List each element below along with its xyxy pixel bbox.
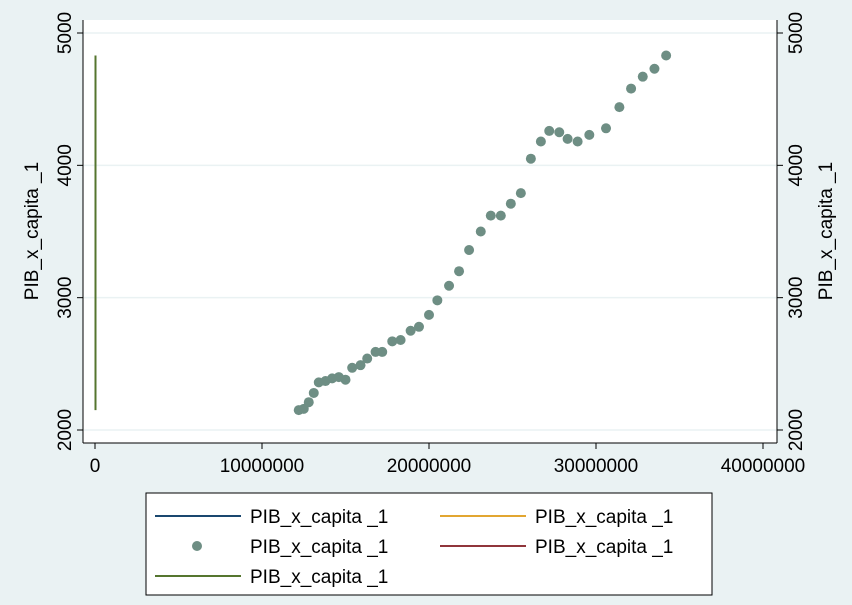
x-tick-label-4: 40000000 xyxy=(721,456,806,477)
data-point-11 xyxy=(362,353,373,364)
grid-layer xyxy=(83,32,777,431)
data-point-32 xyxy=(562,133,573,144)
data-point-19 xyxy=(432,295,443,306)
data-point-13 xyxy=(377,346,388,357)
y-axis-title-right: PIB_x_capita _1 xyxy=(816,162,837,300)
y-tick-label-left-2: 4000 xyxy=(55,144,76,186)
legend-label-1: PIB_x_capita _1 xyxy=(535,507,673,528)
data-point-20 xyxy=(444,280,455,291)
data-point-38 xyxy=(637,71,648,82)
data-point-15 xyxy=(395,335,406,346)
data-point-9 xyxy=(347,362,358,373)
legend-label-4: PIB_x_capita _1 xyxy=(250,567,388,588)
data-point-33 xyxy=(572,136,583,147)
data-point-31 xyxy=(554,127,565,138)
x-tick-label-3: 30000000 xyxy=(554,456,639,477)
data-point-37 xyxy=(626,83,637,94)
data-point-10 xyxy=(355,360,366,371)
data-point-22 xyxy=(464,245,475,256)
plot-area xyxy=(83,20,777,443)
data-point-39 xyxy=(649,63,660,74)
data-point-14 xyxy=(387,336,398,347)
data-point-3 xyxy=(308,387,319,398)
data-point-8 xyxy=(340,374,351,385)
legend-marker-2 xyxy=(192,541,202,551)
x-tick-label-0: 0 xyxy=(90,456,101,477)
y-tick-label-left-0: 2000 xyxy=(55,409,76,451)
legend-label-0: PIB_x_capita _1 xyxy=(250,507,388,528)
y-tick-label-right-3: 5000 xyxy=(786,12,807,54)
legend-label-2: PIB_x_capita _1 xyxy=(250,537,388,558)
data-point-16 xyxy=(405,325,416,336)
data-point-27 xyxy=(515,188,526,199)
legend-label-3: PIB_x_capita _1 xyxy=(535,537,673,558)
data-point-35 xyxy=(601,123,612,134)
data-point-29 xyxy=(535,136,546,147)
series-layer xyxy=(94,50,672,416)
axis-layer: 2000 2000 3000 3000 4000 4000 5000 5000 0 1000000… xyxy=(55,12,807,477)
data-point-25 xyxy=(495,210,506,221)
data-point-26 xyxy=(505,198,516,209)
data-point-21 xyxy=(454,266,465,277)
y-axis-title-left: PIB_x_capita _1 xyxy=(22,162,43,300)
data-point-36 xyxy=(614,102,625,113)
legend-box xyxy=(145,492,713,596)
y-tick-label-right-0: 2000 xyxy=(786,409,807,451)
data-point-2 xyxy=(303,397,314,408)
legend: PIB_x_capita _1 PIB_x_capita _1 PIB_x_capi… xyxy=(145,492,713,596)
data-point-24 xyxy=(485,210,496,221)
y-tick-label-left-1: 3000 xyxy=(55,277,76,319)
data-point-40 xyxy=(661,50,672,61)
data-point-23 xyxy=(475,226,486,237)
x-tick-label-1: 10000000 xyxy=(220,456,305,477)
legend-items: PIB_x_capita _1 PIB_x_capita _1 PIB_x_capi… xyxy=(155,507,673,588)
y-tick-label-left-3: 5000 xyxy=(55,12,76,54)
data-point-28 xyxy=(525,153,536,164)
y-tick-label-right-1: 3000 xyxy=(786,277,807,319)
data-point-18 xyxy=(424,309,434,320)
x-tick-label-2: 20000000 xyxy=(387,456,472,477)
data-point-17 xyxy=(413,321,424,332)
data-point-34 xyxy=(584,129,595,140)
y-tick-label-right-2: 4000 xyxy=(786,144,807,186)
data-point-30 xyxy=(544,125,555,136)
